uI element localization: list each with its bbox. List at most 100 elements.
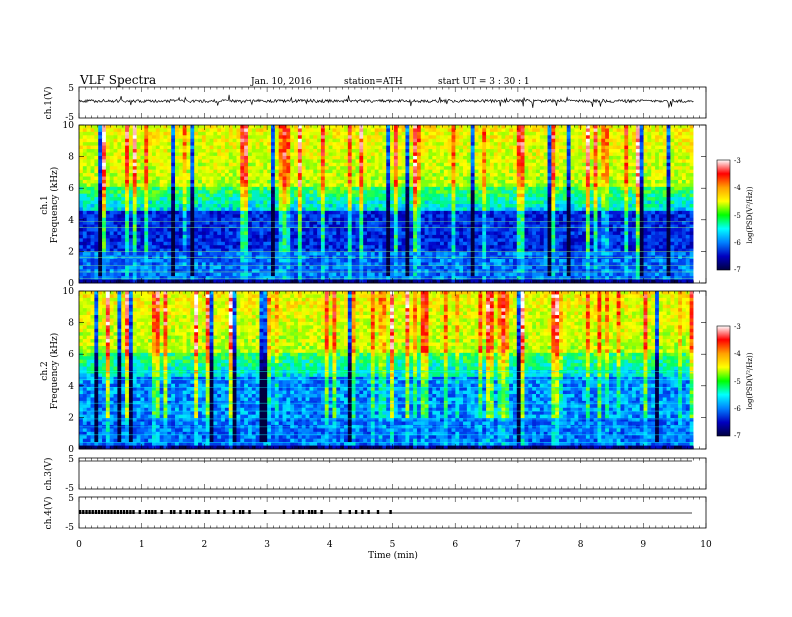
spectrogram-cell <box>167 170 171 174</box>
spectrogram-cell <box>286 204 290 208</box>
spectrogram-cell <box>455 132 459 136</box>
spectrogram-cell <box>682 218 686 222</box>
spectrogram-cell <box>317 197 321 201</box>
spectrogram-cell <box>213 207 217 211</box>
spectrogram-cell <box>263 221 267 225</box>
spectrogram-cell <box>690 228 694 232</box>
spectrogram-cell <box>405 214 409 218</box>
spectrogram-cell <box>390 152 394 156</box>
spectrogram-cell <box>190 207 194 211</box>
spectrogram-cell <box>256 180 260 184</box>
spectrogram-cell <box>574 125 578 129</box>
spectrogram-cell <box>586 173 590 177</box>
spectrogram-cell <box>644 201 648 205</box>
spectrogram-cell <box>417 135 421 139</box>
spectrogram-cell <box>667 146 671 150</box>
spectrogram-cell <box>213 156 217 160</box>
spectrogram-cell <box>256 149 260 153</box>
spectrogram-cell <box>298 142 302 146</box>
spectrogram-cell <box>256 128 260 132</box>
spectrogram-cell <box>555 125 559 129</box>
spectrogram-cell <box>494 190 498 194</box>
spectrogram-cell <box>409 173 413 177</box>
spectrogram-cell <box>448 146 452 150</box>
spectrogram-cell <box>551 135 555 139</box>
spectrogram-cell <box>340 163 344 167</box>
spectrogram-cell <box>367 197 371 201</box>
spectrogram-cell <box>490 156 494 160</box>
spectrogram-cell <box>555 159 559 163</box>
spectrogram-cell <box>417 187 421 191</box>
spectrogram-cell <box>532 183 536 187</box>
spectrogram-cell <box>574 159 578 163</box>
spectrogram-cell <box>509 159 513 163</box>
spectrogram-cell <box>463 221 467 225</box>
spectrogram-cell <box>102 128 106 132</box>
spectrogram-cell <box>87 166 91 170</box>
spectrogram-cell <box>171 231 175 235</box>
spectrogram-cell <box>83 132 87 136</box>
spectrogram-cell <box>175 142 179 146</box>
spectrogram-cell <box>198 128 202 132</box>
spectrogram-cell <box>505 211 509 215</box>
spectrogram-cell <box>321 135 325 139</box>
spectrogram-cell <box>532 194 536 198</box>
spectrogram-cell <box>498 201 502 205</box>
spectrogram-cell <box>517 190 521 194</box>
spectrogram-cell <box>225 149 229 153</box>
spectrogram-cell <box>644 194 648 198</box>
spectrogram-cell <box>540 221 544 225</box>
spectrogram-cell <box>394 207 398 211</box>
spectrogram-cell <box>267 207 271 211</box>
spectrogram-cell <box>590 159 594 163</box>
spectrogram-cell <box>544 128 548 132</box>
spectrogram-cell <box>271 159 275 163</box>
spectrogram-cell <box>263 149 267 153</box>
spectrogram-cell <box>636 183 640 187</box>
spectrogram-cell <box>302 142 306 146</box>
spectrogram-cell <box>678 135 682 139</box>
spectrogram-cell <box>225 221 229 225</box>
spectrogram-cell <box>594 132 598 136</box>
spectrogram-cell <box>363 214 367 218</box>
spectrogram-cell <box>148 211 152 215</box>
spectrogram-cell <box>594 201 598 205</box>
spectrogram-cell <box>405 149 409 153</box>
spectrogram-cell <box>206 163 210 167</box>
spectrogram-cell <box>267 183 271 187</box>
spectrogram-cell <box>106 152 110 156</box>
spectrogram-cell <box>574 135 578 139</box>
spectrogram-cell <box>644 135 648 139</box>
spectrogram-cell <box>160 146 164 150</box>
spectrogram-cell <box>359 221 363 225</box>
spectrogram-cell <box>524 183 528 187</box>
spectrogram-cell <box>571 197 575 201</box>
spectrogram-cell <box>125 173 129 177</box>
spectrogram-cell <box>509 197 513 201</box>
spectrogram-cell <box>298 132 302 136</box>
spectrogram-cell <box>436 190 440 194</box>
spectrogram-cell <box>686 183 690 187</box>
spectrogram-cell <box>632 221 636 225</box>
spectrogram-cell <box>428 183 432 187</box>
spectrogram-cell <box>617 204 621 208</box>
spectrogram-cell <box>379 163 383 167</box>
spectrogram-cell <box>106 159 110 163</box>
spectrogram-cell <box>163 187 167 191</box>
spectrogram-cell <box>98 142 102 146</box>
spectrogram-cell <box>440 218 444 222</box>
spectrogram-cell <box>640 204 644 208</box>
spectrogram-cell <box>448 159 452 163</box>
spectrogram-cell <box>187 187 191 191</box>
spectrogram-cell <box>229 128 233 132</box>
spectrogram-cell <box>532 190 536 194</box>
spectrogram-cell <box>428 194 432 198</box>
spectrogram-cell <box>106 149 110 153</box>
spectrogram-cell <box>271 183 275 187</box>
spectrogram-cell <box>367 159 371 163</box>
spectrogram-cell <box>379 211 383 215</box>
spectrogram-cell <box>359 218 363 222</box>
spectrogram-cell <box>548 201 552 205</box>
spectrogram-cell <box>521 197 525 201</box>
spectrogram-cell <box>551 190 555 194</box>
